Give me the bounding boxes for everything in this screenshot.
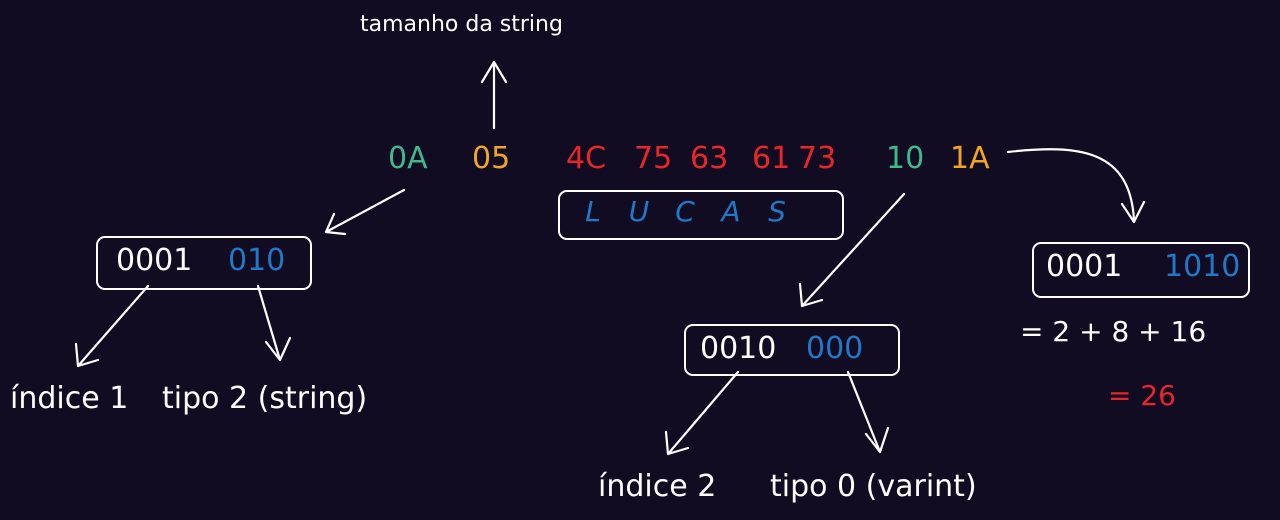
key1-bits-box bbox=[96, 236, 312, 290]
arrow-key1-index bbox=[74, 284, 150, 368]
string-length-label: tamanho da string bbox=[360, 12, 563, 37]
arrow-key2-type bbox=[846, 370, 890, 454]
arrow-key2-index bbox=[664, 370, 740, 456]
byte-string-2: 63 bbox=[690, 141, 729, 176]
key1-index-bits: 0001 bbox=[116, 243, 193, 278]
key1-index-label: índice 1 bbox=[10, 381, 129, 416]
byte-field2-value: 1A bbox=[950, 141, 990, 176]
decoded-char: S bbox=[768, 195, 786, 228]
key2-type-label: tipo 0 (varint) bbox=[770, 469, 977, 504]
varint-low-bits: 1010 bbox=[1164, 249, 1241, 284]
decoded-string-box bbox=[558, 190, 844, 240]
varint-sum: = 2 + 8 + 16 bbox=[1020, 315, 1207, 348]
varint-result: = 26 bbox=[1108, 379, 1176, 412]
byte-string-1: 75 bbox=[634, 141, 673, 176]
decoded-char: U bbox=[628, 195, 650, 228]
arrow-10-to-key2 bbox=[798, 192, 906, 308]
byte-string-0: 4C bbox=[566, 141, 607, 176]
key2-type-bits: 000 bbox=[806, 331, 864, 366]
arrow-0A-to-key1 bbox=[324, 188, 406, 236]
decoded-char: C bbox=[675, 195, 695, 228]
key1-type-label: tipo 2 (string) bbox=[162, 381, 368, 416]
varint-bits-box bbox=[1032, 242, 1250, 298]
arrow-1A-to-varint bbox=[1006, 148, 1146, 224]
key1-type-bits: 010 bbox=[228, 243, 286, 278]
key2-index-bits: 0010 bbox=[700, 331, 777, 366]
varint-high-bits: 0001 bbox=[1046, 249, 1123, 284]
decoded-char: L bbox=[585, 195, 601, 228]
key2-index-label: índice 2 bbox=[598, 469, 717, 504]
arrow-key1-type bbox=[256, 284, 292, 362]
byte-field1-length: 05 bbox=[472, 141, 511, 176]
byte-field1-key: 0A bbox=[388, 141, 428, 176]
decoded-char: A bbox=[721, 195, 741, 228]
byte-string-3: 61 bbox=[752, 141, 791, 176]
arrow-up-length bbox=[480, 60, 508, 130]
byte-field2-key: 10 bbox=[886, 141, 925, 176]
key2-bits-box bbox=[684, 324, 900, 376]
byte-string-4: 73 bbox=[798, 141, 837, 176]
